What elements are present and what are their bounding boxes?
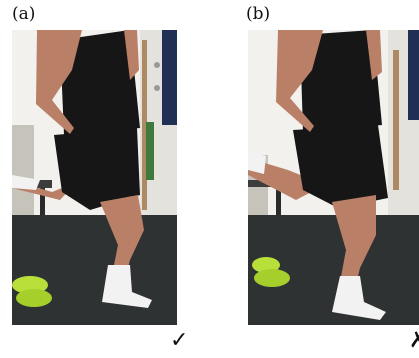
cross-mark-icon: ✗ [409,328,419,353]
photo-a-illustration [12,30,177,325]
photo-b-illustration [248,30,419,325]
photo-a [12,30,177,325]
panel-b-label: (b) [246,4,271,24]
photo-b [248,30,419,325]
panel-a-label: (a) [12,4,36,24]
check-mark-icon: ✓ [170,328,189,353]
